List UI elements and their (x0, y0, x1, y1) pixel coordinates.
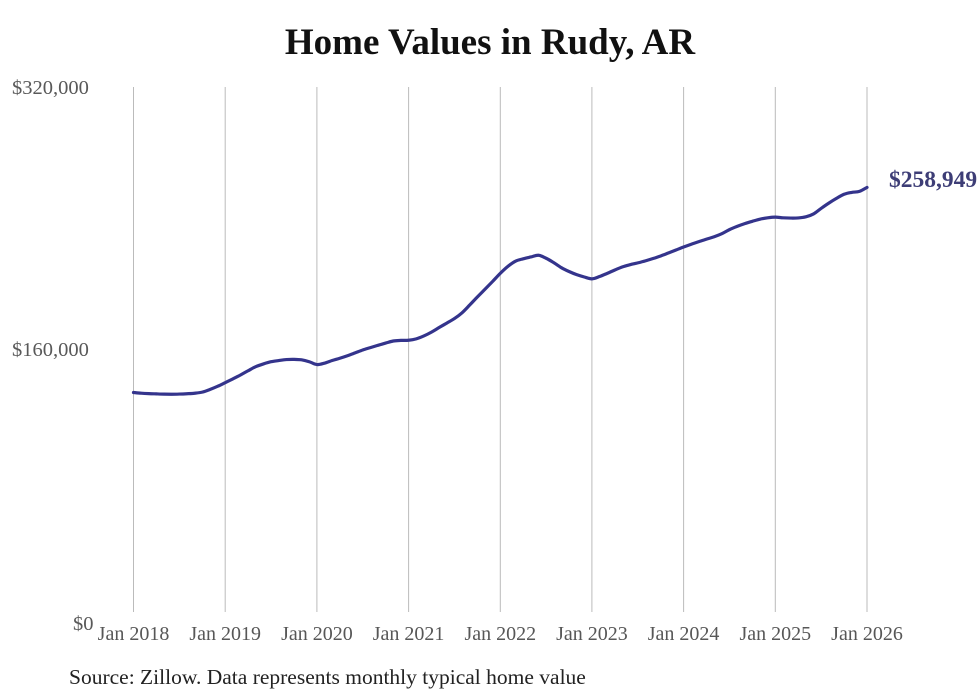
svg-text:Jan 2026: Jan 2026 (831, 623, 903, 645)
svg-text:Jan 2025: Jan 2025 (739, 623, 811, 645)
svg-text:Jan 2021: Jan 2021 (373, 623, 445, 645)
svg-text:Jan 2020: Jan 2020 (281, 623, 353, 645)
svg-text:Jan 2022: Jan 2022 (464, 623, 536, 645)
svg-text:$160,000: $160,000 (12, 339, 89, 361)
svg-text:Jan 2019: Jan 2019 (189, 623, 261, 645)
svg-text:Jan 2024: Jan 2024 (648, 623, 720, 645)
svg-text:$258,949: $258,949 (889, 167, 977, 193)
svg-text:Jan 2018: Jan 2018 (98, 623, 170, 645)
svg-text:Jan 2023: Jan 2023 (556, 623, 628, 645)
svg-text:$320,000: $320,000 (12, 77, 89, 99)
svg-text:$0: $0 (73, 613, 94, 635)
